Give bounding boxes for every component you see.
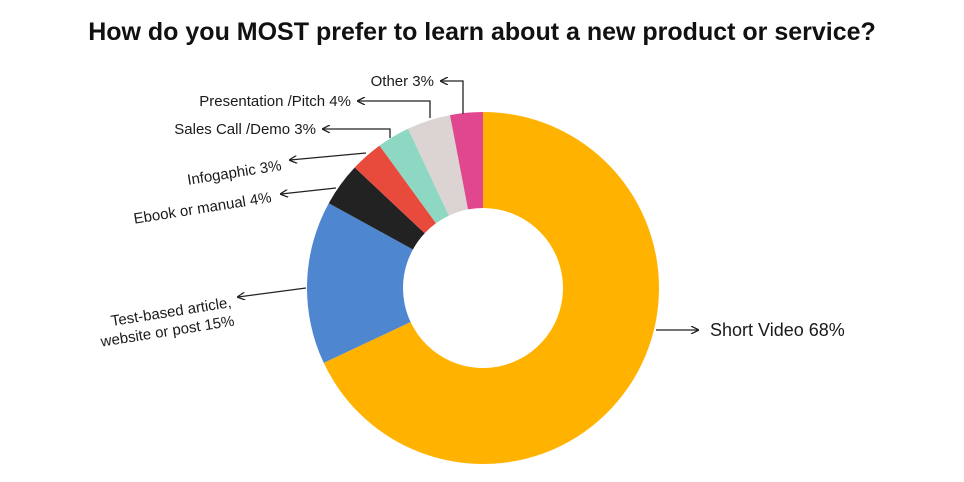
- slice-ebook-or-manual: [328, 167, 425, 250]
- data-label-presentation-pitch: Presentation /Pitch 4%: [199, 93, 351, 110]
- callout-arrow-presentation-pitch: [358, 101, 431, 118]
- callout-arrow-test-based-article-website-or-post: [238, 287, 307, 297]
- slices-group: [306, 112, 659, 464]
- data-label-sales-call-demo: Sales Call /Demo 3%: [174, 121, 316, 138]
- callout-arrow-infogaphic: [290, 152, 367, 160]
- slice-infogaphic: [354, 145, 436, 234]
- callout-arrow-sales-call-demo: [323, 129, 391, 138]
- slice-other: [450, 112, 483, 210]
- data-label-ebook-or-manual: Ebook or manual 4%: [132, 189, 272, 228]
- slice-test-based-article-website-or-post: [306, 203, 413, 363]
- callout-arrow-ebook-or-manual: [281, 187, 337, 194]
- chart-title: How do you MOST prefer to learn about a …: [88, 18, 876, 46]
- slice-presentation-pitch: [408, 115, 469, 216]
- data-label-short-video: Short Video 68%: [710, 320, 845, 340]
- data-label-test-based-article-website-or-post: Test-based article,website or post 15%: [96, 294, 236, 351]
- slice-short-video: [323, 112, 659, 464]
- callout-arrow-other: [441, 81, 464, 114]
- slice-sales-call-demo: [379, 128, 449, 224]
- data-label-infogaphic: Infogaphic 3%: [186, 157, 283, 189]
- data-label-other: Other 3%: [371, 73, 434, 90]
